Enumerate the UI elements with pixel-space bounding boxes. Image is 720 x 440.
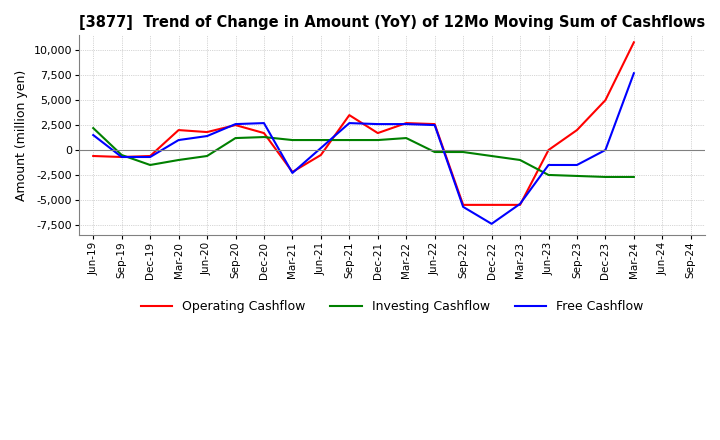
Investing Cashflow xyxy=(544,172,553,178)
Investing Cashflow xyxy=(288,137,297,143)
Title: [3877]  Trend of Change in Amount (YoY) of 12Mo Moving Sum of Cashflows: [3877] Trend of Change in Amount (YoY) o… xyxy=(79,15,705,30)
Operating Cashflow xyxy=(374,130,382,136)
Free Cashflow xyxy=(601,147,610,153)
Investing Cashflow xyxy=(459,149,467,154)
Operating Cashflow xyxy=(402,121,410,126)
Free Cashflow xyxy=(288,170,297,176)
Investing Cashflow xyxy=(89,125,97,131)
Investing Cashflow xyxy=(260,134,269,139)
Operating Cashflow xyxy=(288,169,297,175)
Operating Cashflow xyxy=(317,152,325,158)
Operating Cashflow xyxy=(345,113,354,118)
Free Cashflow xyxy=(572,162,581,168)
Operating Cashflow xyxy=(601,98,610,103)
Operating Cashflow xyxy=(629,40,638,45)
Operating Cashflow xyxy=(431,121,439,127)
Investing Cashflow xyxy=(431,149,439,154)
Operating Cashflow xyxy=(117,154,126,160)
Investing Cashflow xyxy=(203,154,212,159)
Free Cashflow xyxy=(516,201,524,206)
Line: Investing Cashflow: Investing Cashflow xyxy=(93,128,634,177)
Free Cashflow xyxy=(260,121,269,126)
Free Cashflow xyxy=(431,122,439,128)
Free Cashflow xyxy=(345,121,354,126)
Line: Operating Cashflow: Operating Cashflow xyxy=(93,42,634,205)
Free Cashflow xyxy=(402,121,410,127)
Free Cashflow xyxy=(117,154,126,160)
Free Cashflow xyxy=(317,145,325,150)
Free Cashflow xyxy=(487,221,496,227)
Investing Cashflow xyxy=(601,174,610,180)
Free Cashflow xyxy=(459,204,467,209)
Investing Cashflow xyxy=(231,136,240,141)
Investing Cashflow xyxy=(317,137,325,143)
Free Cashflow xyxy=(231,121,240,127)
Investing Cashflow xyxy=(117,152,126,158)
Operating Cashflow xyxy=(516,202,524,208)
Free Cashflow xyxy=(174,137,183,143)
Free Cashflow xyxy=(374,121,382,127)
Operating Cashflow xyxy=(231,122,240,128)
Line: Free Cashflow: Free Cashflow xyxy=(93,73,634,224)
Operating Cashflow xyxy=(487,202,496,208)
Free Cashflow xyxy=(629,70,638,76)
Investing Cashflow xyxy=(402,136,410,141)
Legend: Operating Cashflow, Investing Cashflow, Free Cashflow: Operating Cashflow, Investing Cashflow, … xyxy=(135,295,648,318)
Operating Cashflow xyxy=(572,128,581,133)
Investing Cashflow xyxy=(516,158,524,163)
Investing Cashflow xyxy=(345,137,354,143)
Free Cashflow xyxy=(89,132,97,138)
Operating Cashflow xyxy=(146,154,155,159)
Operating Cashflow xyxy=(89,154,97,159)
Operating Cashflow xyxy=(459,202,467,208)
Operating Cashflow xyxy=(260,130,269,136)
Operating Cashflow xyxy=(174,128,183,133)
Operating Cashflow xyxy=(203,129,212,135)
Investing Cashflow xyxy=(572,173,581,179)
Investing Cashflow xyxy=(629,174,638,180)
Free Cashflow xyxy=(146,154,155,160)
Investing Cashflow xyxy=(374,137,382,143)
Investing Cashflow xyxy=(146,162,155,168)
Operating Cashflow xyxy=(544,147,553,153)
Free Cashflow xyxy=(544,162,553,168)
Investing Cashflow xyxy=(487,154,496,159)
Investing Cashflow xyxy=(174,158,183,163)
Y-axis label: Amount (million yen): Amount (million yen) xyxy=(15,70,28,201)
Free Cashflow xyxy=(203,133,212,139)
